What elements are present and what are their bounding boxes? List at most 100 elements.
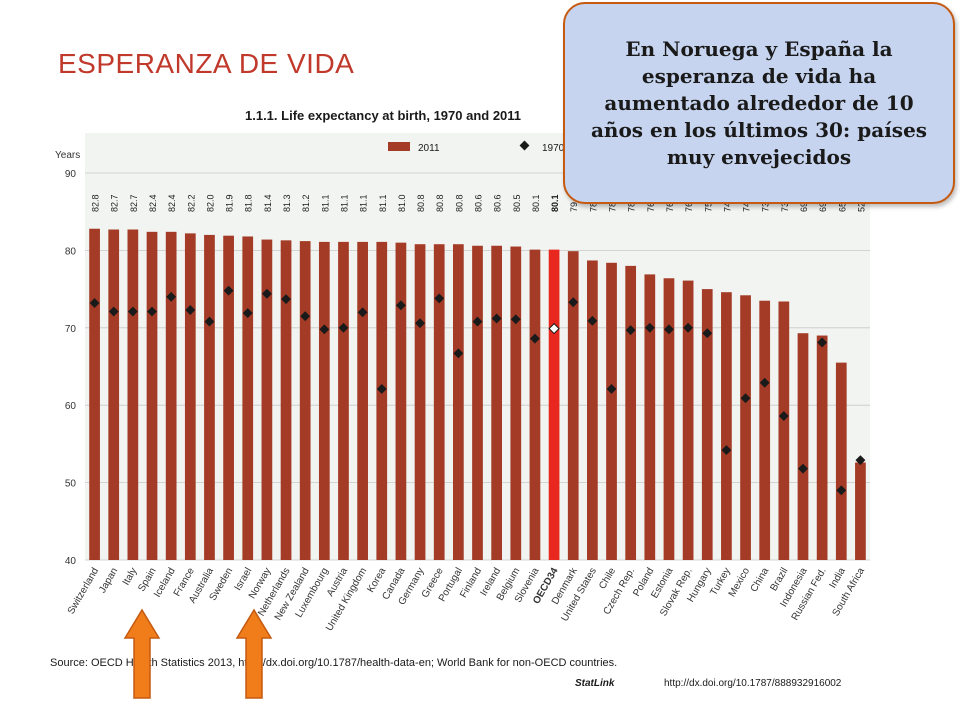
source-note: Source: OECD Health Statistics 2013, htt… (50, 657, 617, 669)
y-tick-label: 50 (65, 479, 77, 490)
marker-1970 (683, 322, 694, 333)
bar (587, 260, 598, 560)
bar (223, 235, 234, 560)
marker-1970 (568, 297, 579, 308)
bar (204, 234, 215, 561)
bar (855, 462, 866, 560)
data-label: 80.6 (493, 194, 503, 212)
bar (491, 245, 503, 561)
x-tick-label: China (749, 566, 772, 595)
marker-1970 (644, 322, 655, 333)
bar (376, 241, 388, 561)
data-label: 81.2 (301, 194, 311, 212)
bar (280, 240, 292, 560)
marker-1970 (740, 393, 751, 404)
data-label: 82.2 (186, 194, 196, 212)
bar (395, 242, 407, 560)
marker-1970 (664, 324, 674, 335)
statlink-url: http://dx.doi.org/10.1787/888932916002 (664, 678, 842, 689)
arrow-norway-icon (235, 608, 273, 699)
bar (127, 229, 139, 560)
bar (529, 249, 541, 560)
bar (338, 241, 349, 561)
bar (797, 333, 809, 560)
data-label: 82.8 (91, 194, 101, 212)
marker-1970 (242, 308, 253, 319)
bar (89, 228, 100, 560)
marker-1970 (625, 325, 636, 336)
bar (299, 241, 311, 560)
marker-1970 (510, 314, 521, 325)
bar (510, 246, 522, 560)
marker-1970 (395, 300, 406, 311)
data-label: 82.4 (167, 194, 177, 212)
data-label: 82.7 (129, 194, 139, 212)
bar (816, 335, 828, 560)
marker-1970 (319, 324, 330, 335)
marker-1970 (300, 311, 311, 322)
marker-1970 (185, 305, 196, 315)
marker-1970 (529, 333, 540, 344)
arrow-spain-icon (123, 608, 161, 699)
bar (663, 278, 675, 560)
marker-1970 (778, 411, 789, 421)
bar (242, 236, 254, 560)
marker-1970 (721, 445, 732, 456)
bar (759, 300, 771, 560)
y-tick-label: 60 (65, 401, 77, 412)
marker-1970 (147, 306, 157, 317)
bar (740, 295, 751, 560)
chart-title: 1.1.1. Life expectancy at birth, 1970 an… (245, 108, 521, 123)
x-tick-label: Switzerland (66, 566, 101, 616)
y-tick-label: 40 (65, 556, 77, 567)
data-label: 80.8 (435, 194, 445, 212)
marker-1970 (453, 348, 464, 359)
data-label: 81.4 (263, 194, 273, 212)
bar (567, 251, 579, 560)
marker-1970 (281, 294, 291, 305)
bar (682, 280, 694, 560)
y-tick-label: 80 (65, 246, 77, 257)
marker-1970 (836, 485, 847, 496)
bar (318, 241, 330, 561)
y-axis-label: Years (55, 150, 80, 161)
data-label: 80.5 (512, 194, 522, 212)
data-label: 81.1 (320, 194, 330, 212)
data-label: 81.1 (359, 194, 369, 212)
data-label: 81.3 (282, 194, 292, 212)
marker-1970 (491, 313, 502, 324)
bar (548, 249, 560, 560)
data-label: 81.8 (244, 194, 254, 212)
bar (414, 244, 426, 560)
bar (261, 239, 273, 560)
marker-1970 (166, 291, 177, 302)
data-label: 81.1 (378, 194, 388, 212)
data-label: 79.9 (569, 194, 579, 212)
marker-1970 (338, 322, 349, 333)
bar (721, 292, 732, 560)
y-tick-label: 90 (65, 169, 77, 180)
legend-label-1970: 1970 (542, 143, 565, 154)
bar (184, 233, 196, 560)
slide-title: ESPERANZA DE VIDA (58, 48, 355, 79)
bar (625, 265, 637, 560)
marker-1970 (855, 455, 866, 466)
marker-1970 (798, 463, 808, 474)
marker-1970 (759, 377, 770, 388)
marker-1970 (434, 293, 445, 304)
data-label: 81.1 (339, 194, 349, 212)
bar (472, 245, 483, 561)
bar (357, 241, 368, 561)
data-label: 80.8 (416, 194, 426, 212)
legend-swatch-2011 (388, 142, 410, 151)
marker-1970 (376, 383, 387, 394)
marker-1970 (702, 328, 713, 339)
bar (433, 244, 445, 560)
bar (835, 362, 847, 560)
y-tick-label: 70 (65, 324, 77, 335)
marker-1970 (415, 318, 426, 329)
marker-1970 (548, 322, 560, 335)
marker-1970 (261, 288, 272, 299)
bar (778, 301, 790, 560)
data-label: 81.9 (225, 194, 235, 212)
